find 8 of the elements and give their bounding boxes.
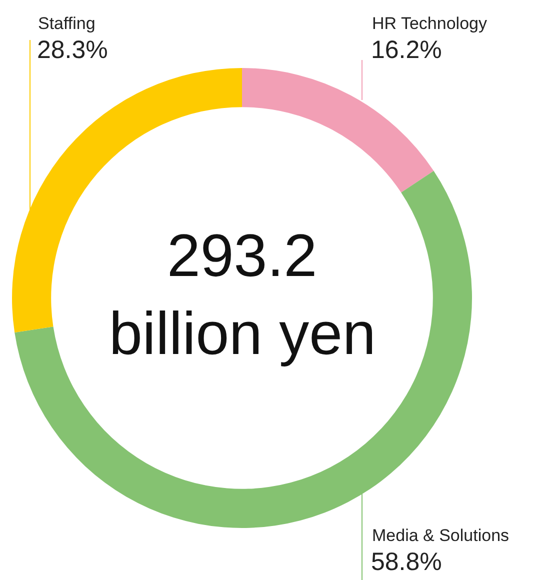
text: 293.2 xyxy=(167,222,318,289)
slice-label: Staffing xyxy=(38,14,96,33)
data-label: 58.8% xyxy=(371,548,442,576)
data-label: 28.3% xyxy=(37,36,108,64)
text: billion yen xyxy=(109,300,376,367)
slice-label: Media & Solutions xyxy=(372,526,510,545)
data-label: 16.2% xyxy=(371,36,442,64)
slice-label: HR Technology xyxy=(372,14,488,33)
